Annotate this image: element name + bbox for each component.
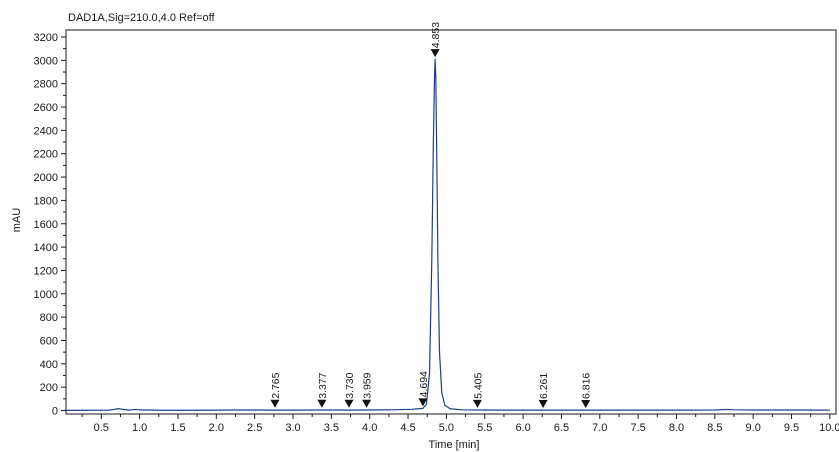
- signal-trace: [65, 58, 830, 411]
- y-tick-label: 200: [40, 382, 58, 394]
- peak-marker-triangle: [317, 399, 327, 408]
- peak-marker-triangle: [270, 399, 280, 408]
- y-tick-label: 0: [52, 405, 58, 417]
- y-tick-label: 600: [40, 335, 58, 347]
- y-tick-label: 3000: [34, 55, 58, 67]
- x-tick-label: 5.0: [439, 422, 454, 434]
- x-tick-label: 2.0: [209, 422, 224, 434]
- y-tick-label: 400: [40, 359, 58, 371]
- x-axis: 0.5 1.0 1.5 2.0 2.5 3.0 3.5 4.0 4.5 5.0 5.5 6.0 6.5 7…: [81, 414, 839, 434]
- peak-marker-triangle: [581, 400, 591, 409]
- peak-retention-label: 6.816: [581, 373, 593, 399]
- y-axis-title: mAU: [11, 208, 23, 233]
- trace-layer: [65, 58, 830, 411]
- peak-marker-triangle: [418, 398, 428, 407]
- peak-marker-triangle: [362, 399, 372, 408]
- x-tick-label: 2.5: [247, 422, 262, 434]
- x-tick-label: 6.5: [554, 422, 569, 434]
- x-tick-label: 5.5: [477, 422, 492, 434]
- x-tick-label: 6.0: [515, 422, 530, 434]
- x-tick-label: 8.5: [707, 422, 722, 434]
- peak-markers: 2.765 3.377 3.730 3.959 4.694 4.853 5.405 6.261…: [270, 22, 593, 409]
- x-tick-label: 4.5: [400, 422, 415, 434]
- peak-retention-label: 6.261: [538, 373, 550, 399]
- peak-retention-label: 3.959: [362, 372, 374, 398]
- x-tick-label: 9.0: [746, 422, 761, 434]
- peak-marker-triangle: [538, 400, 548, 409]
- y-tick-label: 1000: [34, 289, 58, 301]
- x-axis-title: Time [min]: [429, 439, 480, 451]
- y-tick-label: 1600: [34, 219, 58, 231]
- y-tick-label: 2000: [34, 172, 58, 184]
- peak-retention-label: 2.765: [270, 372, 282, 398]
- x-tick-label: 1.0: [132, 422, 147, 434]
- peak-retention-label: 3.730: [344, 372, 356, 398]
- peak-marker-triangle: [430, 49, 440, 58]
- y-tick-label: 1400: [34, 242, 58, 254]
- x-tick-label: 8.0: [669, 422, 684, 434]
- y-tick-label: 3200: [34, 32, 58, 44]
- y-tick-label: 2600: [34, 102, 58, 114]
- y-tick-label: 2200: [34, 149, 58, 161]
- y-tick-label: 800: [40, 312, 58, 324]
- peak-retention-label: 3.377: [317, 372, 329, 398]
- x-tick-label: 4.0: [362, 422, 377, 434]
- x-tick-label: 1.5: [170, 422, 185, 434]
- x-tick-label: 7.5: [630, 422, 645, 434]
- peak-marker-triangle: [472, 399, 482, 408]
- peak-retention-label: 4.694: [418, 371, 430, 397]
- x-tick-label: 3.0: [285, 422, 300, 434]
- x-tick-label: 10.0: [819, 422, 839, 434]
- x-tick-label: 3.5: [324, 422, 339, 434]
- y-tick-label: 2400: [34, 125, 58, 137]
- y-tick-label: 2800: [34, 79, 58, 91]
- peak-retention-label: 5.405: [472, 372, 484, 398]
- x-tick-label: 0.5: [94, 422, 109, 434]
- x-tick-label: 9.5: [784, 422, 799, 434]
- chart-title: DAD1A,Sig=210.0,4.0 Ref=off: [68, 12, 216, 24]
- plot-frame: [65, 29, 837, 415]
- peak-retention-label: 4.853: [430, 22, 442, 48]
- y-tick-label: 1200: [34, 265, 58, 277]
- plot-border: [65, 29, 837, 415]
- y-axis: 0 200 400 600 800 1000 1200 1400 1600 1800 2000 220…: [34, 32, 66, 417]
- y-tick-label: 1800: [34, 195, 58, 207]
- x-tick-label: 7.0: [592, 422, 607, 434]
- peak-marker-triangle: [344, 399, 354, 408]
